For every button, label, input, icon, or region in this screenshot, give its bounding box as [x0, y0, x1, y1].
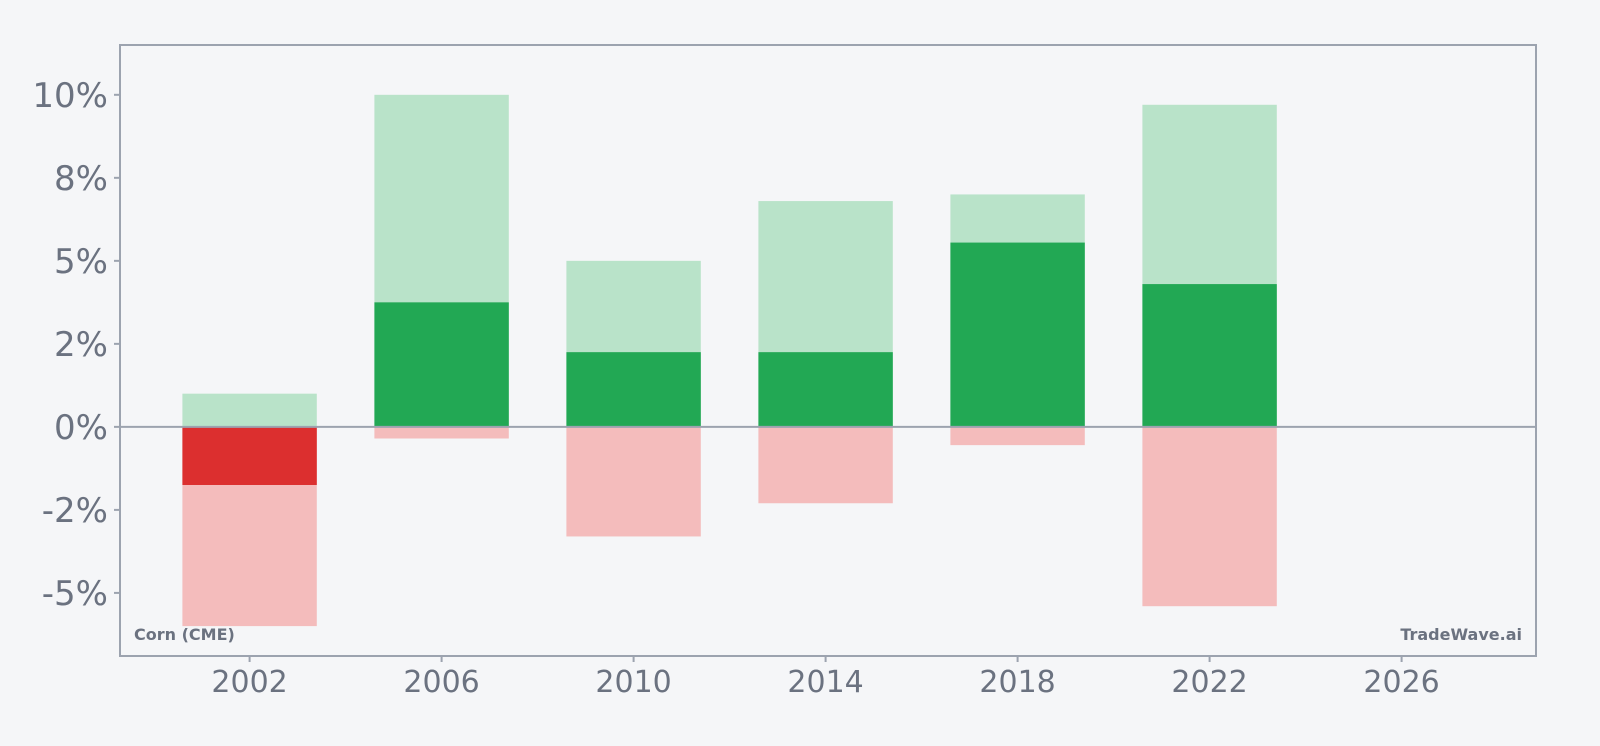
y-tick-label: 0%	[54, 408, 108, 448]
value-bar	[182, 426, 317, 485]
x-axis: 2002 2006 2010 2014 2018 2022 2026	[211, 656, 1440, 700]
bar-group	[950, 194, 1085, 446]
y-tick-label: 5%	[54, 242, 108, 282]
brand-label: TradeWave.ai	[1400, 625, 1522, 644]
bars	[182, 94, 1277, 627]
y-tick-label: -5%	[42, 574, 108, 614]
y-tick-label: 2%	[54, 325, 108, 365]
value-bar	[566, 352, 701, 427]
bar-group	[1142, 104, 1277, 607]
range-low-bar	[1142, 426, 1277, 607]
x-tick-label: 2002	[211, 665, 287, 700]
value-bar	[1142, 284, 1277, 427]
bar-group	[374, 94, 509, 439]
x-tick-label: 2018	[979, 665, 1055, 700]
range-low-bar	[374, 426, 509, 439]
range-low-bar	[950, 426, 1085, 446]
x-tick-label: 2026	[1363, 665, 1439, 700]
x-tick-label: 2010	[595, 665, 671, 700]
value-bar	[758, 352, 893, 427]
bar-group	[758, 201, 893, 504]
range-high-bar	[182, 393, 317, 427]
x-tick-label: 2006	[403, 665, 479, 700]
bar-group	[182, 393, 317, 627]
range-low-bar	[758, 426, 893, 504]
y-tick-label: 10%	[32, 76, 108, 116]
y-axis: -5% -2% 0% 2% 5% 8% 10%	[32, 76, 120, 614]
x-tick-label: 2014	[787, 665, 863, 700]
value-bar	[950, 242, 1085, 427]
range-low-bar	[566, 426, 701, 537]
source-label: Corn (CME)	[134, 625, 235, 644]
plot-frame	[119, 44, 1537, 657]
y-tick-label: 8%	[54, 159, 108, 199]
value-bar	[374, 302, 509, 427]
x-tick-label: 2022	[1171, 665, 1247, 700]
y-tick-label: -2%	[42, 491, 108, 531]
bar-group	[566, 260, 701, 537]
